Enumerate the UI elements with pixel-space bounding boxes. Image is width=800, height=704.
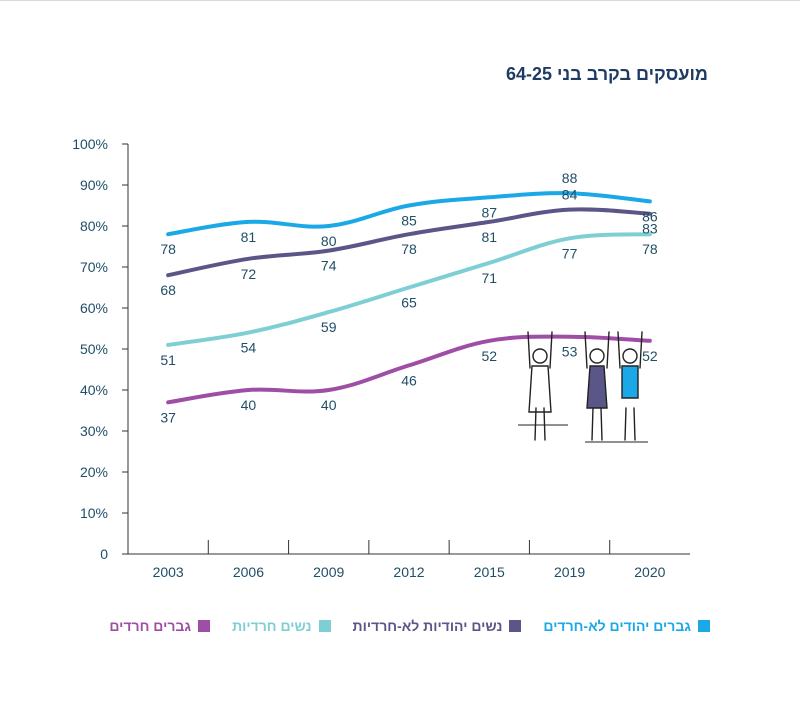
series-line-4 <box>166 334 652 405</box>
data-label: 80 <box>321 233 337 249</box>
series-lines <box>166 191 652 405</box>
data-label: 81 <box>241 229 257 245</box>
x-tick-label: 2020 <box>634 564 665 580</box>
data-label: 78 <box>160 241 176 257</box>
x-tick-label: 2009 <box>313 564 344 580</box>
legend-swatch <box>509 620 522 632</box>
data-label: 46 <box>401 372 417 388</box>
data-label: 52 <box>642 348 658 364</box>
y-tick-label: 80% <box>80 218 108 234</box>
data-label: 87 <box>481 204 497 220</box>
data-label: 88 <box>562 170 578 186</box>
x-tick-label: 2019 <box>554 564 585 580</box>
data-labels: 78 81 80 85 87 88 86 68 72 74 78 81 84 83 51 54 59 65 71 77… <box>160 170 658 425</box>
y-tick-label: 70% <box>80 259 108 275</box>
y-tick-label: 100% <box>72 136 108 152</box>
data-label: 74 <box>321 258 337 274</box>
legend-swatch <box>698 620 710 632</box>
legend-item-3: נשים חרדיות <box>232 618 331 634</box>
legend-label: נשים יהודיות לא-חרדיות <box>352 618 503 634</box>
data-label: 52 <box>481 348 497 364</box>
legend-label: גברים חרדים <box>109 618 192 634</box>
person-figure <box>617 331 643 441</box>
y-tick-label: 10% <box>80 505 108 521</box>
x-tick-label: 2012 <box>393 564 424 580</box>
person-figure <box>527 331 553 441</box>
x-tick-label: 2006 <box>233 564 264 580</box>
legend-swatch <box>318 620 331 632</box>
person-figure <box>584 331 610 441</box>
y-tick-label: 20% <box>80 464 108 480</box>
data-label: 40 <box>241 397 257 413</box>
data-label: 84 <box>562 187 578 203</box>
top-border <box>0 0 800 1</box>
y-tick-label: 30% <box>80 423 108 439</box>
data-label: 40 <box>321 397 337 413</box>
people-illustration <box>518 331 648 443</box>
data-label: 72 <box>241 266 257 282</box>
legend-swatch <box>198 620 211 632</box>
y-tick-label: 50% <box>80 341 108 357</box>
data-label: 68 <box>160 282 176 298</box>
series-line-1 <box>166 191 652 237</box>
data-label: 77 <box>562 245 578 261</box>
data-label: 53 <box>562 344 578 360</box>
data-label: 83 <box>642 221 658 237</box>
data-label: 81 <box>481 229 497 245</box>
series-line-3 <box>166 232 652 347</box>
legend-item-1: גברים יהודים לא-חרדים <box>543 618 710 634</box>
data-label: 86 <box>642 208 658 224</box>
data-label: 71 <box>481 270 497 286</box>
data-label: 51 <box>160 352 176 368</box>
y-tick-label: 0 <box>100 546 108 562</box>
legend-item-2: נשים יהודיות לא-חרדיות <box>353 618 522 634</box>
y-tick-label: 60% <box>80 300 108 316</box>
data-label: 78 <box>642 241 658 257</box>
chart-title: מועסקים בקרב בני 64-25 <box>505 64 708 84</box>
legend: גברים יהודים לא-חרדים נשים יהודיות לא-חרד… <box>109 618 710 634</box>
data-label: 59 <box>321 319 337 335</box>
axes: 0 10% 20% 30% 40% 50% 60% 70% 80% 90% 100% 2003 2006… <box>72 136 690 580</box>
data-label: 85 <box>401 213 417 229</box>
data-label: 78 <box>401 241 417 257</box>
legend-item-4: גברים חרדים <box>109 618 211 634</box>
data-label: 37 <box>160 409 176 425</box>
x-tick-label: 2015 <box>474 564 505 580</box>
y-tick-label: 90% <box>80 177 108 193</box>
y-tick-label: 40% <box>80 382 108 398</box>
data-label: 54 <box>241 340 257 356</box>
data-label: 65 <box>401 295 417 311</box>
legend-label: גברים יהודים לא-חרדים <box>543 618 691 634</box>
legend-label: נשים חרדיות <box>232 618 312 634</box>
x-tick-label: 2003 <box>153 564 184 580</box>
series-line-2 <box>166 207 652 278</box>
